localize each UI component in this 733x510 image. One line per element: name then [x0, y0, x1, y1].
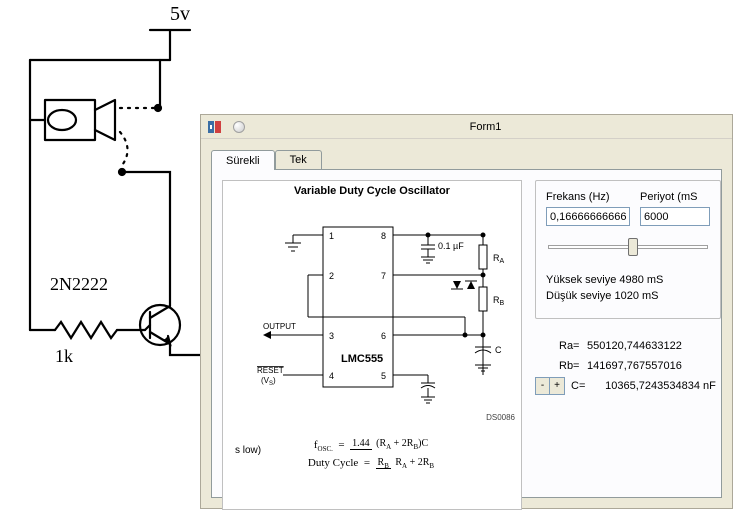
form1-window: Form1 Sürekli Tek Variable Duty Cycle Os…	[200, 114, 733, 509]
app-icon	[207, 119, 223, 135]
results-area: Ra= 550120,744633122 Rb= 141697,76755701…	[535, 337, 721, 396]
titlebar-decor	[233, 121, 245, 133]
window-title: Form1	[245, 121, 726, 133]
diagram-title: Variable Duty Cycle Oscillator	[223, 181, 521, 197]
c-decrement-button[interactable]: -	[536, 378, 550, 394]
svg-text:4: 4	[329, 371, 334, 381]
ra-label: Ra=	[559, 337, 587, 357]
rb-value: 141697,767557016	[587, 357, 682, 377]
svg-text:RB: RB	[493, 295, 505, 307]
tab-sheet: Variable Duty Cycle Oscillator 1 2 3 4	[211, 169, 722, 498]
period-label: Periyot (mS	[640, 191, 710, 203]
schematic-svg: 5v 2N2222	[0, 0, 200, 380]
svg-text:LMC555: LMC555	[341, 353, 383, 365]
c-increment-button[interactable]: +	[550, 378, 564, 394]
duty-label: Duty Cycle	[308, 457, 358, 469]
svg-text:(VS): (VS)	[261, 376, 276, 387]
formula-area: fOSC. = 1.44 (RA + 2RB)C Duty Cycle =	[223, 437, 521, 470]
svg-text:6: 6	[381, 331, 386, 341]
period-input[interactable]	[640, 207, 710, 226]
c-value: 10365,7243534834 nF	[605, 377, 716, 397]
c-spinner: - +	[535, 377, 565, 395]
svg-text:1: 1	[329, 231, 334, 241]
tab-tek[interactable]: Tek	[275, 150, 322, 169]
client-area: Sürekli Tek Variable Duty Cycle Oscillat…	[201, 139, 732, 508]
fosc-label: fOSC.	[314, 439, 333, 451]
low-level-text: Düşük seviye 1020 mS	[546, 290, 710, 302]
datasheet-number: DS0086	[486, 413, 515, 422]
resistor-label: 1k	[55, 346, 73, 366]
ra-value: 550120,744633122	[587, 337, 682, 357]
freq-input[interactable]	[546, 207, 630, 226]
svg-text:3: 3	[329, 331, 334, 341]
svg-text:RA: RA	[493, 253, 505, 265]
duty-slider[interactable]	[546, 236, 710, 260]
titlebar: Form1	[201, 115, 732, 139]
freq-label: Frekans (Hz)	[546, 191, 630, 203]
diagram-svg: 1 2 3 4 8 7 6 5 LMC555	[223, 197, 521, 437]
svg-text:C: C	[495, 345, 502, 355]
svg-text:8: 8	[381, 231, 386, 241]
transistor-label: 2N2222	[50, 274, 108, 294]
svg-text:7: 7	[381, 271, 386, 281]
oscillator-diagram-panel: Variable Duty Cycle Oscillator 1 2 3 4	[222, 180, 522, 510]
controls-panel: Frekans (Hz) Periyot (mS Yüksek seviy	[535, 180, 721, 487]
high-level-text: Yüksek seviye 4980 mS	[546, 274, 710, 286]
tab-surekli[interactable]: Sürekli	[211, 150, 275, 170]
truncated-caption: s low)	[235, 445, 261, 456]
hand-drawn-schematic: 5v 2N2222	[0, 0, 200, 380]
svg-text:RESET: RESET	[257, 366, 284, 375]
svg-text:0.1 µF: 0.1 µF	[438, 241, 464, 251]
slider-thumb[interactable]	[628, 238, 638, 256]
tab-strip: Sürekli Tek	[211, 147, 722, 169]
svg-text:OUTPUT: OUTPUT	[263, 322, 296, 331]
c-label: C=	[571, 377, 599, 397]
svg-text:5: 5	[381, 371, 386, 381]
freq-period-group: Frekans (Hz) Periyot (mS Yüksek seviy	[535, 180, 721, 319]
rb-label: Rb=	[559, 357, 587, 377]
voltage-label: 5v	[170, 3, 190, 25]
svg-text:2: 2	[329, 271, 334, 281]
